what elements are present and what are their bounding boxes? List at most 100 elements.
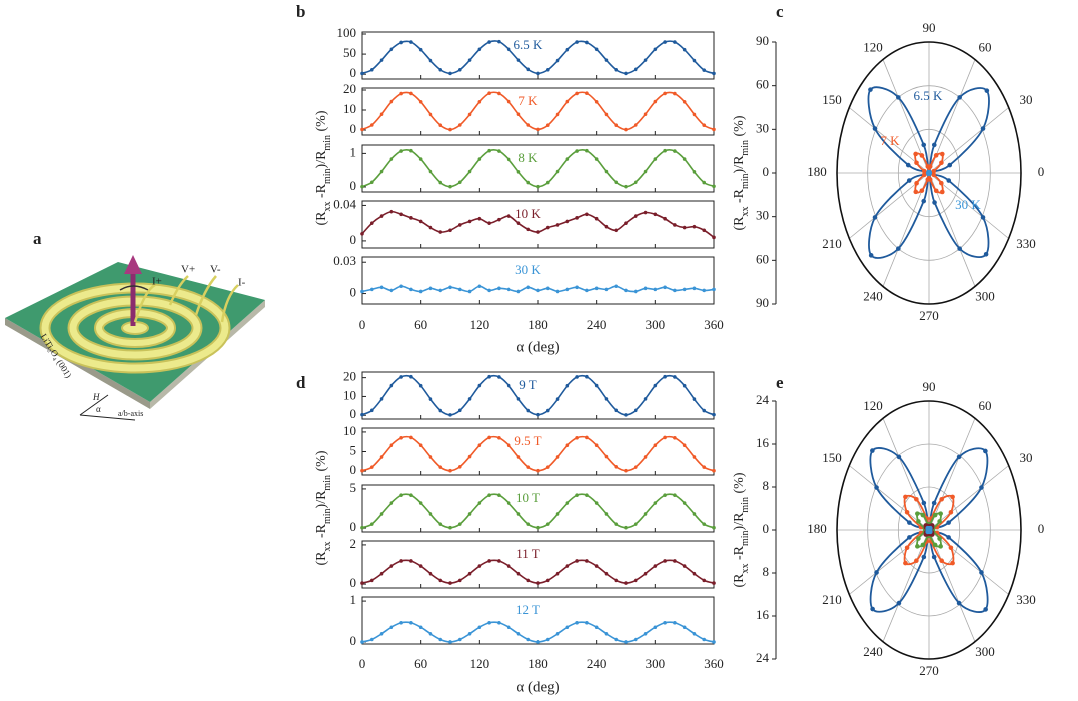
angle-label: 270 [919,663,939,678]
data-point [360,71,364,76]
data-point [448,285,452,290]
data-point [682,225,687,230]
outer-ring [836,400,1022,660]
data-point [663,40,667,44]
data-point [555,397,560,401]
data-point [575,40,579,44]
data-point [526,465,531,469]
subscript: xx [740,207,751,217]
data-point [389,157,394,161]
data-point [937,519,942,524]
data-point [984,88,990,93]
data-point [369,180,374,185]
data-point [516,112,521,116]
data-point [438,578,443,583]
data-point [712,581,716,585]
data-point [389,501,394,505]
data-point [870,606,875,612]
data-point [604,571,609,576]
label-part: (R [732,216,747,231]
data-point [389,564,394,568]
data-point [614,67,619,72]
data-point [438,230,443,234]
lead-label: V- [210,264,221,276]
x-tick-label: 0 [359,656,366,671]
data-point [872,126,878,131]
data-point [467,58,472,62]
data-point [448,640,452,644]
data-point [487,288,491,293]
data-point [673,223,677,227]
data-point [643,512,648,516]
data-point [526,285,531,290]
data-point [938,544,943,549]
data-point [682,625,687,630]
wire [194,275,217,316]
data-point [379,512,384,516]
r-tick-label: 24 [756,392,770,407]
data-point [682,47,687,52]
y-tick-label: 0 [350,232,357,247]
data-point [418,564,423,568]
data-point [545,408,550,413]
label-part: (R [314,551,329,566]
data-point [939,160,944,166]
data-point [506,47,511,52]
data-point [506,564,511,568]
data-point [399,40,403,45]
data-point [379,397,384,401]
data-point [624,640,628,644]
subscript: xx [322,542,333,552]
data-point [575,493,579,497]
data-point [438,288,443,293]
subscript: xx [740,564,751,574]
data-point [624,127,628,132]
data-point [983,607,988,612]
data-point [526,637,531,642]
data-point [516,58,521,62]
data-point [428,112,433,117]
data-point [526,227,531,232]
data-point [565,47,570,52]
data-point [565,625,570,630]
data-point [594,501,599,505]
data-point [712,640,716,644]
data-point [369,637,374,642]
data-point [457,578,462,583]
data-point [624,525,628,530]
data-point [920,542,926,548]
series-label: 11 T [516,546,540,561]
data-point [536,127,540,132]
data-point [399,493,403,497]
y-tick-label: 0.03 [333,253,356,268]
lead-label: I- [238,277,246,289]
data-point [915,544,920,549]
data-point [516,512,521,516]
data-point [389,383,394,388]
data-point [915,511,920,516]
data-point [555,631,560,636]
data-point [702,465,707,469]
y-tick-label: 20 [343,81,356,96]
data-point [663,285,667,290]
data-point [360,127,364,132]
data-point [702,123,707,127]
angle-label: 240 [863,289,883,304]
data-point [905,162,911,168]
r-tick-label: 24 [756,650,770,665]
data-point [575,91,579,96]
data-point [624,221,628,225]
series-line [361,91,715,131]
spoke [928,418,976,531]
data-point [956,454,962,460]
series-label: 7 K [880,133,900,148]
data-point [624,413,628,417]
series-line [361,559,715,584]
data-point [428,397,433,401]
data-point [903,494,908,500]
data-point [913,189,919,195]
data-point [526,123,531,127]
data-point [497,149,501,153]
data-point [633,180,638,185]
data-point [950,494,955,500]
